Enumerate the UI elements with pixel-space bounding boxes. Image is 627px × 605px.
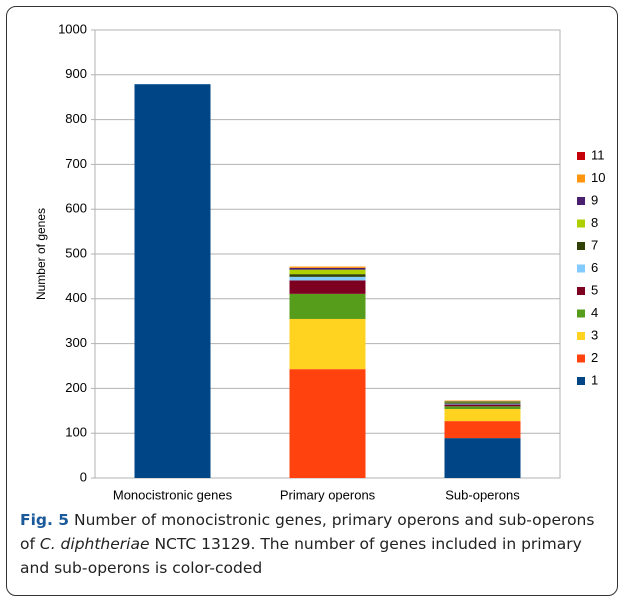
bar-segment <box>444 421 521 439</box>
legend-label: 6 <box>591 260 598 275</box>
y-tick-label: 200 <box>65 380 87 395</box>
caption-label: Fig. 5 <box>20 511 70 529</box>
bar-segment <box>289 369 366 478</box>
legend-label: 1 <box>591 372 598 387</box>
y-tick-label: 500 <box>65 245 87 260</box>
bar-segment <box>444 409 521 422</box>
bar-segment <box>289 266 366 268</box>
legend-swatch <box>577 287 585 295</box>
legend-swatch <box>577 242 585 250</box>
y-tick-label: 600 <box>65 201 87 216</box>
y-tick-label: 800 <box>65 111 87 126</box>
legend-swatch <box>577 174 585 183</box>
bar-segment <box>289 276 366 281</box>
legend-swatch <box>577 219 585 228</box>
bar-segment <box>444 401 521 403</box>
x-tick-label: Primary operons <box>280 487 376 502</box>
legend-label: 9 <box>591 192 598 207</box>
x-tick-label: Monocistronic genes <box>113 487 233 502</box>
y-tick-label: 700 <box>65 156 87 171</box>
legend-label: 4 <box>591 305 598 320</box>
y-tick-label: 100 <box>65 425 87 440</box>
y-tick-label: 300 <box>65 335 87 350</box>
legend-swatch <box>577 197 585 205</box>
legend-swatch <box>577 354 585 363</box>
y-tick-label: 0 <box>80 469 87 484</box>
legend-label: 3 <box>591 327 598 342</box>
legend-swatch <box>577 332 585 340</box>
legend-label: 5 <box>591 282 598 297</box>
bar-segment <box>289 267 366 270</box>
y-tick-label: 900 <box>65 66 87 81</box>
chart: Number of genes 0 100 200 300 400 500 600 700 80… <box>34 21 605 502</box>
legend-swatch <box>577 264 585 273</box>
bar-segment <box>444 406 521 410</box>
legend-swatch <box>577 152 585 160</box>
legend-label: 2 <box>591 350 598 365</box>
bar-segment <box>289 318 366 370</box>
caption-text: Number of monocistronic genes, primary o… <box>20 511 595 553</box>
y-tick-label: 1000 <box>58 21 87 36</box>
caption-species: C. diphtheriae <box>39 535 150 553</box>
bar-segment <box>289 269 366 275</box>
y-axis-label: Number of genes <box>34 208 48 300</box>
legend-swatch <box>577 309 585 318</box>
bar-segment <box>289 293 366 319</box>
bar-segment <box>444 438 521 478</box>
legend-label: 8 <box>591 215 598 230</box>
legend-swatch <box>577 377 585 385</box>
legend-label: 10 <box>591 170 605 185</box>
bar-segment <box>444 403 521 405</box>
figure-frame <box>6 6 618 596</box>
y-tick-label: 400 <box>65 290 87 305</box>
caption-text: NCTC 13129. The number of genes included… <box>20 535 582 577</box>
bar-segment <box>289 280 366 294</box>
legend-label: 11 <box>591 147 605 162</box>
x-tick-label: Sub-operons <box>445 487 520 502</box>
bar-segment <box>444 404 521 407</box>
legend-label: 7 <box>591 237 598 252</box>
bar-segment <box>134 84 211 478</box>
bar-segment <box>444 402 521 404</box>
caption: Fig. 5 Number of monocistronic genes, pr… <box>20 508 612 580</box>
bar-segment <box>289 274 366 277</box>
